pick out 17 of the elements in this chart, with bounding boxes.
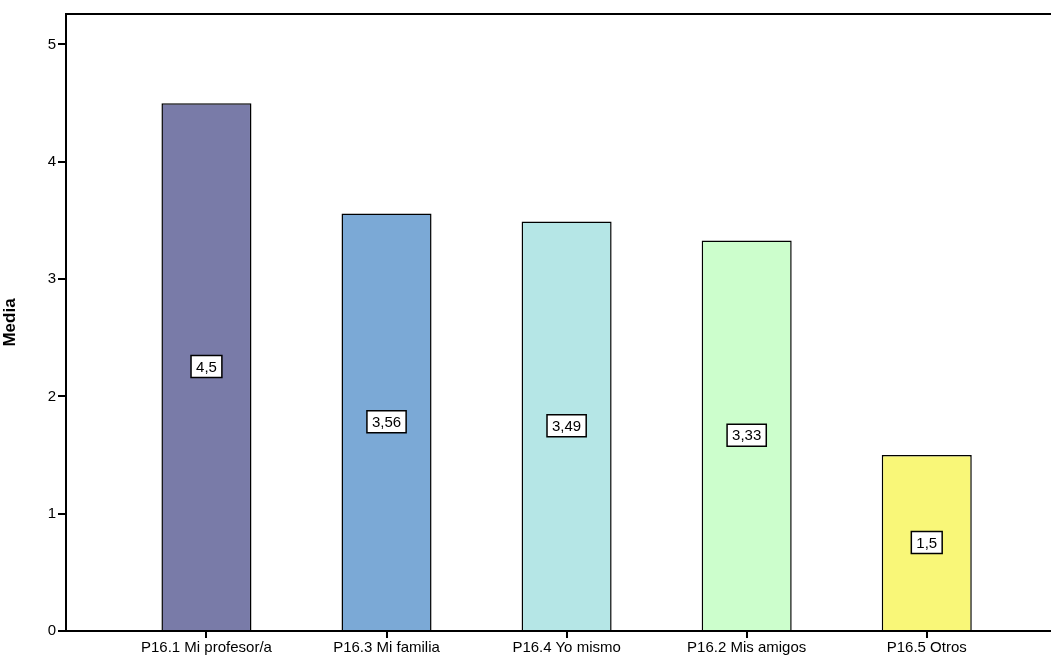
x-tick-label: P16.4 Yo mismo [512,638,621,656]
y-tick-label: 2 [47,386,56,404]
y-tick-label: 1 [47,503,56,521]
y-tick-label: 5 [47,34,56,52]
x-tick-label: P16.5 Otros [886,638,967,656]
data-label: 3,49 [552,416,582,434]
x-tick-label: P16.1 Mi profesor/a [141,638,273,656]
data-label: 1,5 [916,533,938,551]
data-label: 4,5 [196,357,217,375]
x-tick-label: P16.2 Mis amigos [687,638,807,656]
y-tick-label: 4 [47,151,56,169]
data-label: 3,56 [371,412,402,430]
x-tick-label: P16.3 Mi familia [333,638,441,656]
data-label: 3,33 [732,426,762,444]
y-axis-title: Media [0,297,19,347]
y-tick-label: 0 [47,621,56,639]
y-tick-label: 3 [47,269,56,287]
